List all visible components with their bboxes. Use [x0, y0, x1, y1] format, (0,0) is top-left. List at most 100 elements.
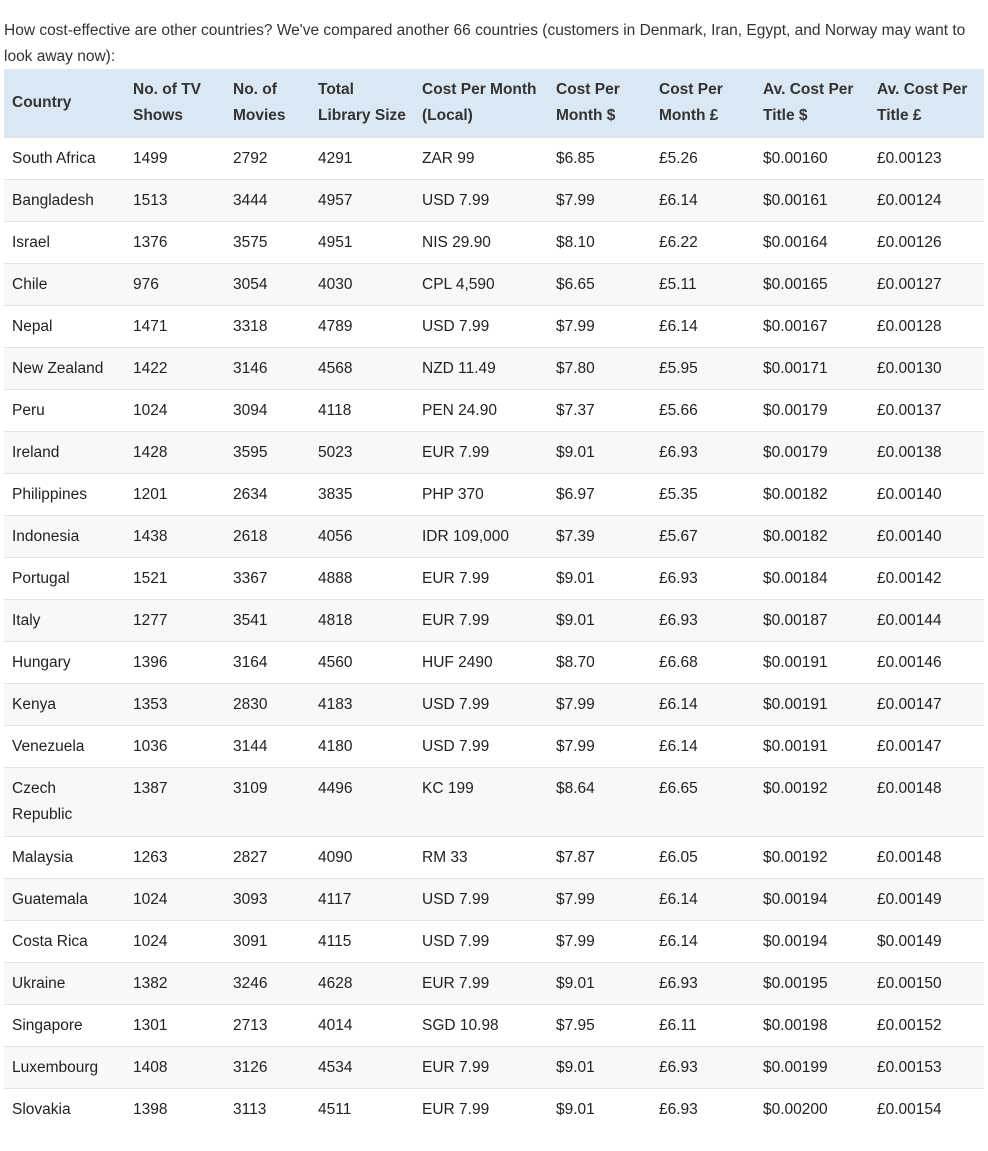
table-cell: 2634	[225, 473, 310, 516]
table-cell: 4628	[310, 962, 414, 1005]
table-row: Portugal 1521 3367 4888 EUR 7.99 $9.01 £6.93 $0…	[4, 557, 984, 600]
table-cell: £0.00147	[869, 725, 984, 768]
table-cell: $9.01	[548, 1088, 651, 1131]
table-cell: 1513	[125, 179, 225, 222]
table-row: Peru 1024 3094 4118 PEN 24.90 $7.37 £5.66 $0.00…	[4, 389, 984, 432]
table-cell: $7.39	[548, 515, 651, 558]
table-cell: 3093	[225, 878, 310, 921]
table-cell: 4496	[310, 767, 414, 837]
table-cell: 4560	[310, 641, 414, 684]
table-cell: £0.00148	[869, 767, 984, 837]
country-cell: New Zealand	[4, 347, 125, 390]
table-cell: $8.70	[548, 641, 651, 684]
table-cell: 1382	[125, 962, 225, 1005]
table-cell: 3109	[225, 767, 310, 837]
table-cell: $7.80	[548, 347, 651, 390]
table-cell: £0.00140	[869, 515, 984, 558]
table-row: Luxembourg 1408 3126 4534 EUR 7.99 $9.01 £6.93…	[4, 1046, 984, 1089]
table-cell: £5.66	[651, 389, 755, 432]
table-cell: $6.85	[548, 137, 651, 180]
table-cell: 3094	[225, 389, 310, 432]
table-cell: £6.93	[651, 599, 755, 642]
table-cell: £6.14	[651, 179, 755, 222]
table-row: New Zealand 1422 3146 4568 NZD 11.49 $7.80 £5.…	[4, 347, 984, 390]
table-row: Hungary 1396 3164 4560 HUF 2490 $8.70 £6.68 $0.…	[4, 641, 984, 684]
table-cell: 4090	[310, 836, 414, 879]
table-cell: 1422	[125, 347, 225, 390]
table-cell: PEN 24.90	[414, 389, 548, 432]
table-cell: 5023	[310, 431, 414, 474]
country-cell: Ukraine	[4, 962, 125, 1005]
table-cell: RM 33	[414, 836, 548, 879]
table-cell: 3575	[225, 221, 310, 264]
table-cell: EUR 7.99	[414, 557, 548, 600]
country-cell: Luxembourg	[4, 1046, 125, 1089]
table-cell: £0.00148	[869, 836, 984, 879]
table-cell: 3113	[225, 1088, 310, 1131]
table-cell: £0.00128	[869, 305, 984, 348]
country-cell: Italy	[4, 599, 125, 642]
country-cell: Ireland	[4, 431, 125, 474]
country-cell: Indonesia	[4, 515, 125, 558]
column-header: Av. Cost Per Title $	[755, 69, 869, 138]
table-cell: £0.00138	[869, 431, 984, 474]
table-cell: £6.93	[651, 962, 755, 1005]
table-cell: 4568	[310, 347, 414, 390]
table-cell: $0.00161	[755, 179, 869, 222]
table-cell: £0.00149	[869, 878, 984, 921]
table-row: Guatemala 1024 3093 4117 USD 7.99 $7.99 £6.14 $…	[4, 878, 984, 921]
table-cell: 1201	[125, 473, 225, 516]
table-cell: £0.00140	[869, 473, 984, 516]
table-cell: 4115	[310, 920, 414, 963]
table-cell: NZD 11.49	[414, 347, 548, 390]
table-cell: $7.95	[548, 1004, 651, 1047]
table-cell: £0.00130	[869, 347, 984, 390]
table-cell: EUR 7.99	[414, 599, 548, 642]
table-cell: $0.00171	[755, 347, 869, 390]
table-cell: 3126	[225, 1046, 310, 1089]
table-cell: HUF 2490	[414, 641, 548, 684]
table-cell: £0.00123	[869, 137, 984, 180]
table-cell: PHP 370	[414, 473, 548, 516]
table-row: Indonesia 1438 2618 4056 IDR 109,000 $7.39 £5.…	[4, 515, 984, 558]
table-cell: 1396	[125, 641, 225, 684]
table-cell: $0.00191	[755, 683, 869, 726]
column-header: Country	[4, 69, 125, 138]
table-cell: $9.01	[548, 431, 651, 474]
table-cell: EUR 7.99	[414, 431, 548, 474]
country-cell: Malaysia	[4, 836, 125, 879]
table-cell: $0.00182	[755, 473, 869, 516]
table-row: Malaysia 1263 2827 4090 RM 33 $7.87 £6.05 $0.00…	[4, 836, 984, 879]
table-cell: 3146	[225, 347, 310, 390]
table-cell: £6.14	[651, 725, 755, 768]
table-row: Singapore 1301 2713 4014 SGD 10.98 $7.95 £6.11…	[4, 1004, 984, 1047]
country-cell: Philippines	[4, 473, 125, 516]
table-row: Philippines 1201 2634 3835 PHP 370 $6.97 £5.35…	[4, 473, 984, 516]
table-cell: 2827	[225, 836, 310, 879]
table-cell: 4030	[310, 263, 414, 306]
table-cell: 3144	[225, 725, 310, 768]
table-row: Kenya 1353 2830 4183 USD 7.99 $7.99 £6.14 $0.00…	[4, 683, 984, 726]
table-row: Bangladesh 1513 3444 4957 USD 7.99 $7.99 £6.14…	[4, 179, 984, 222]
table-cell: 1521	[125, 557, 225, 600]
table-cell: £0.00154	[869, 1088, 984, 1131]
column-header: No. of TV Shows	[125, 69, 225, 138]
table-cell: $0.00184	[755, 557, 869, 600]
table-cell: $7.99	[548, 920, 651, 963]
table-cell: $0.00165	[755, 263, 869, 306]
table-cell: 2713	[225, 1004, 310, 1047]
table-cell: £6.14	[651, 305, 755, 348]
table-cell: 3054	[225, 263, 310, 306]
table-cell: $0.00198	[755, 1004, 869, 1047]
country-cell: Czech Republic	[4, 767, 125, 837]
table-cell: 4534	[310, 1046, 414, 1089]
table-cell: EUR 7.99	[414, 962, 548, 1005]
table-cell: 1353	[125, 683, 225, 726]
column-header: Cost Per Month (Local)	[414, 69, 548, 138]
country-cell: Chile	[4, 263, 125, 306]
table-row: Israel 1376 3575 4951 NIS 29.90 $8.10 £6.22 $0.…	[4, 221, 984, 264]
table-cell: USD 7.99	[414, 725, 548, 768]
table-cell: $0.00179	[755, 431, 869, 474]
country-cell: Venezuela	[4, 725, 125, 768]
intro-text: How cost-effective are other countries? …	[4, 21, 966, 65]
